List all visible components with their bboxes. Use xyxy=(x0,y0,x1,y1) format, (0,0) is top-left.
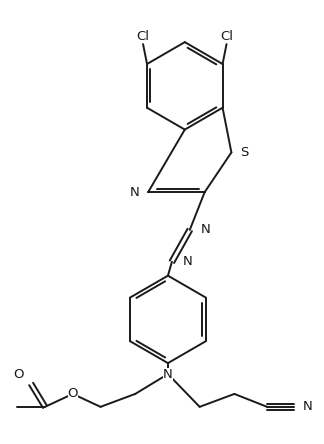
Text: N: N xyxy=(183,255,192,268)
Text: N: N xyxy=(201,223,210,237)
Text: Cl: Cl xyxy=(220,30,233,43)
Text: O: O xyxy=(67,388,78,400)
Text: N: N xyxy=(163,368,173,381)
Text: O: O xyxy=(14,368,24,381)
Text: N: N xyxy=(130,186,139,198)
Text: Cl: Cl xyxy=(136,30,150,43)
Text: S: S xyxy=(240,146,249,159)
Text: N: N xyxy=(303,400,313,413)
